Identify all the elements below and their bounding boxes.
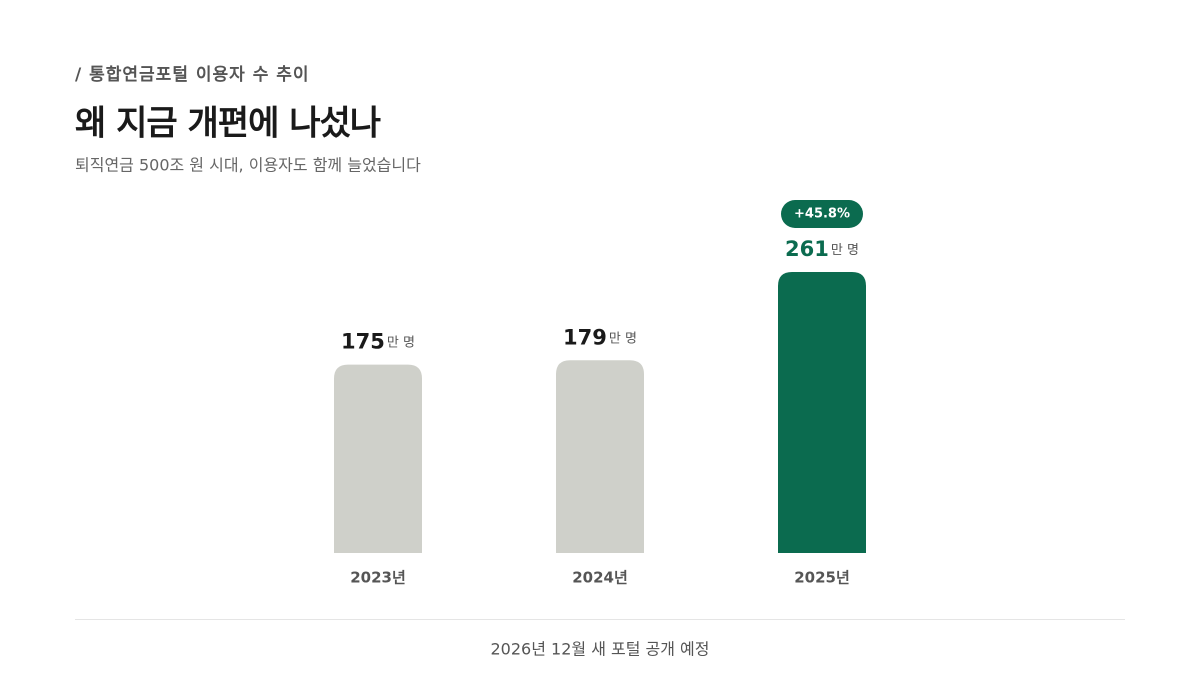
value-unit: 만 명 xyxy=(609,331,637,346)
chart-title: 왜 지금 개편에 나섰나 xyxy=(75,104,381,144)
x-tick-label: 2024년 xyxy=(572,569,628,587)
bar xyxy=(334,364,422,553)
value-unit: 만 명 xyxy=(387,335,415,350)
value-number: 261 xyxy=(785,237,829,261)
bar xyxy=(778,272,866,553)
value-label: 179 만 명 xyxy=(563,325,637,349)
value-label: 261 만 명 xyxy=(785,237,859,261)
value-number: 175 xyxy=(341,330,385,354)
annotation: +45.8% xyxy=(794,207,850,222)
subtitle: 퇴직연금 500조 원 시대, 이용자도 함께 늘었습니다 xyxy=(75,156,421,175)
value-number: 179 xyxy=(563,325,607,349)
kicker: / 통합연금포털 이용자 수 추이 xyxy=(75,64,310,85)
x-tick-label: 2023년 xyxy=(350,569,406,587)
x-tick-label: 2025년 xyxy=(794,569,850,587)
annotation-pill xyxy=(781,200,863,228)
bar xyxy=(556,360,644,553)
value-label: 175 만 명 xyxy=(341,330,415,354)
value-unit: 만 명 xyxy=(831,243,859,258)
footnote: 2026년 12월 새 포털 공개 예정 xyxy=(491,640,710,659)
